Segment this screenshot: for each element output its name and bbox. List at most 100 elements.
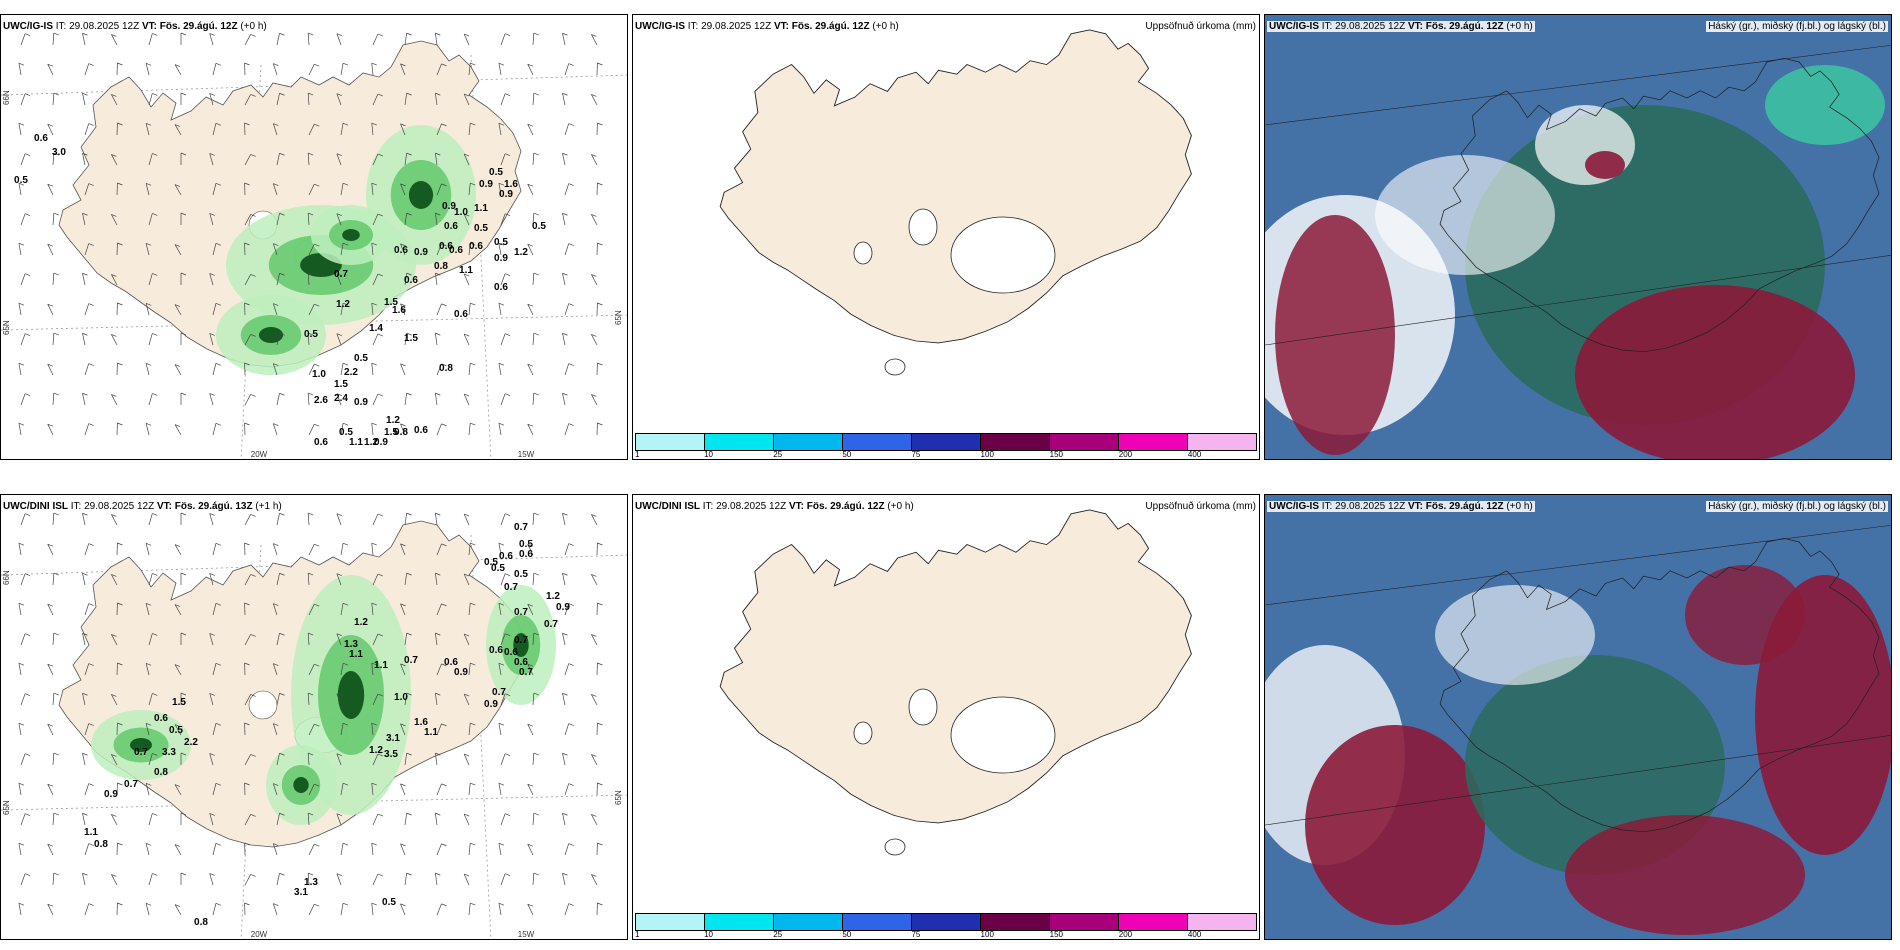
wind-barb-flag [308, 752, 314, 756]
precip-value-label: 1.6 [504, 179, 518, 190]
wind-barb [591, 634, 598, 646]
map-canvas: 0.50.9 1.60.90.91.0 1.10.6 0.50.6 0.50.50.6 0… [1, 32, 627, 459]
precip-value-label: 0.5 [484, 557, 498, 568]
wind-barb-flag [145, 183, 152, 186]
wind-barb [564, 543, 570, 556]
wind-barb [468, 303, 471, 316]
wind-barb [340, 123, 344, 136]
glacier [884, 358, 906, 376]
wind-barb [272, 243, 278, 256]
wind-barb [527, 904, 534, 916]
wind-barb [276, 93, 280, 106]
wind-barb-flag [336, 273, 343, 277]
wind-barb [272, 363, 278, 376]
wind-barb [498, 423, 502, 436]
precip-value-label: 1.2 [514, 247, 528, 258]
wind-barb-flag [527, 63, 533, 67]
wind-barb [532, 633, 535, 646]
wind-barb [82, 513, 86, 526]
wind-barb [564, 423, 570, 436]
wind-barb [336, 93, 342, 106]
panel-title: UWC/IG-IS IT: 29.08.2025 12Z VT: Fös. 29… [3, 21, 267, 32]
precip-value-label: 1.1 [84, 827, 98, 838]
wind-barb [500, 333, 506, 346]
wind-barb-flag [279, 332, 285, 336]
wind-barb-flag [406, 152, 412, 156]
wind-barb-flag [24, 153, 31, 157]
wind-barb [562, 513, 566, 526]
wind-barb [500, 813, 506, 826]
wind-barb-flag [279, 752, 285, 756]
wind-barb-flag [24, 873, 31, 877]
wind-barb-flag [591, 754, 597, 757]
wind-barb-flag [562, 392, 568, 396]
wind-barb [404, 333, 408, 346]
wind-barb-flag [441, 363, 447, 367]
wind-barb [52, 33, 55, 46]
wind-barb-flag [336, 693, 343, 697]
wind-barb-flag [145, 543, 152, 546]
wind-barb [20, 513, 26, 526]
iceland-outline [1439, 58, 1880, 353]
wind-barb [276, 153, 280, 166]
wind-barb-flag [180, 752, 187, 756]
wind-barb-flag [504, 93, 511, 97]
wind-barb-flag [377, 273, 384, 277]
wind-barb-flag [88, 243, 94, 246]
wind-barb [272, 723, 278, 736]
wind-barb-flag [47, 363, 53, 367]
wind-barb-flag [498, 62, 505, 66]
wind-barb [307, 153, 310, 166]
wind-barb-flag [111, 874, 117, 877]
colorbar-tick-label: 10 [704, 450, 714, 459]
wind-barb [212, 543, 217, 556]
precip-value-label: 0.5 [382, 897, 396, 908]
wind-barb-flag [371, 122, 377, 126]
wind-barb [111, 634, 118, 646]
wind-barb-flag [117, 602, 123, 606]
wind-barb-flag [215, 783, 222, 786]
wind-barb-flag [568, 603, 574, 606]
precip-value-label: 0.6 [444, 657, 458, 668]
wind-barb [308, 724, 315, 736]
wind-barb [436, 543, 442, 556]
wind-barb-flag [406, 212, 412, 216]
wind-barb [307, 213, 310, 226]
wind-barb-flag [111, 754, 117, 757]
wind-barb [591, 574, 598, 586]
wind-barb-flag [152, 153, 158, 156]
wind-barb-flag [53, 632, 59, 636]
precip-value-label: 0.8 [434, 261, 448, 272]
wind-barb-flag [250, 274, 256, 277]
wind-barb [18, 603, 22, 616]
wind-barb [340, 243, 344, 256]
wind-barb-flag [533, 572, 539, 576]
wind-barb [244, 814, 251, 826]
wind-barb-flag [533, 872, 539, 876]
wind-barb [468, 183, 471, 196]
wind-barb-flag [53, 32, 59, 36]
wind-barb [174, 664, 182, 676]
wind-barb [148, 153, 153, 166]
wind-barb-flag [18, 422, 25, 426]
wind-barb [500, 33, 506, 46]
wind-barb [148, 93, 153, 106]
wind-barb-flag [145, 663, 152, 666]
glacier [884, 838, 906, 856]
wind-barb-flag [441, 123, 447, 127]
glacier [853, 241, 873, 265]
wind-barb [500, 273, 506, 286]
wind-barb-flag [435, 572, 441, 576]
precip-area-heavy [408, 181, 434, 209]
wind-barb [84, 363, 90, 376]
wind-barb [371, 243, 374, 256]
wind-barb [532, 93, 535, 106]
wind-barb-flag [18, 242, 25, 246]
wind-barb-flag [591, 94, 597, 97]
wind-barb-flag [591, 514, 597, 517]
wind-barb-flag [406, 872, 412, 876]
wind-barb [20, 633, 26, 646]
wind-barb-flag [591, 154, 597, 157]
graticule-line [1265, 254, 1891, 346]
precip-value-label: 3.5 [384, 749, 398, 760]
